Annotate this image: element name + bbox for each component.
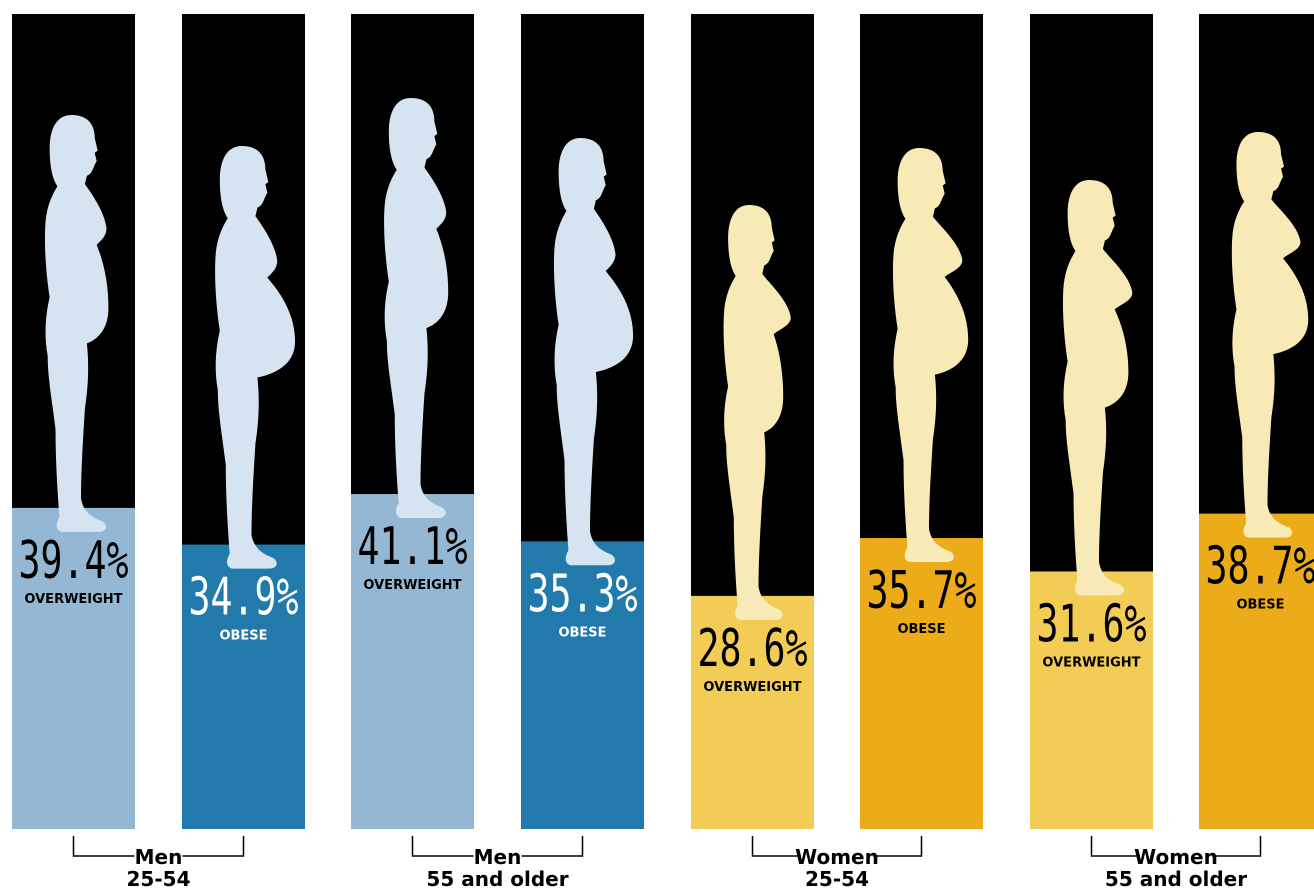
figure-silhouette <box>44 115 109 532</box>
bar-column: 31.6%OVERWEIGHT <box>1030 14 1153 829</box>
group-bracket-left <box>1090 836 1140 857</box>
figure-icon <box>553 138 634 566</box>
bar-column: 34.9%OBESE <box>182 14 305 829</box>
data-label-value: 31.6% <box>1037 594 1147 654</box>
figure-icon <box>1231 132 1309 538</box>
figure-icon <box>1062 180 1133 596</box>
data-label-category: OVERWEIGHT <box>24 592 122 607</box>
group-label-line1: Women <box>1134 845 1218 869</box>
bar <box>691 595 814 829</box>
group-label-line2: 55 and older <box>426 867 568 889</box>
figure-icon <box>215 146 296 569</box>
bar <box>1199 513 1314 829</box>
bar-column: 38.7%OBESE <box>1199 14 1314 829</box>
data-label-category: OVERWEIGHT <box>703 680 801 695</box>
data-label-category: OBESE <box>558 625 606 640</box>
data-label-value: 41.1% <box>358 517 468 577</box>
group-bracket-left <box>72 836 135 857</box>
data-label-category: OBESE <box>897 622 945 637</box>
data-label-category: OVERWEIGHT <box>1042 655 1140 670</box>
figure-silhouette <box>1231 132 1309 538</box>
data-label-category: OBESE <box>219 629 267 644</box>
bar-column: 39.4%OVERWEIGHT <box>12 14 135 829</box>
bar <box>1030 571 1153 829</box>
bar-column: 35.7%OBESE <box>860 14 983 829</box>
figure-icon <box>44 115 109 532</box>
bar <box>521 541 644 829</box>
group-label-line1: Men <box>135 845 183 869</box>
group-label-line2: 25-54 <box>805 867 869 889</box>
group-bracket-right <box>1212 836 1262 857</box>
group-bracket-left <box>411 836 474 857</box>
figure-icon <box>723 205 791 620</box>
data-label-category: OBESE <box>1236 598 1284 613</box>
group-label-line2: 55 and older <box>1105 867 1247 889</box>
figure-silhouette <box>384 98 449 519</box>
bar-column: 35.3%OBESE <box>521 14 644 829</box>
figure-silhouette <box>215 146 296 569</box>
group-bracket-right <box>873 836 923 857</box>
bar-column: 28.6%OVERWEIGHT <box>691 14 814 829</box>
data-label-value: 38.7% <box>1206 537 1314 597</box>
bar <box>12 507 135 829</box>
data-label-value: 34.9% <box>189 568 299 628</box>
bar <box>351 494 474 829</box>
group-bracket-right <box>521 836 584 857</box>
figure-icon <box>384 98 449 519</box>
group-bracket-right <box>182 836 245 857</box>
group-label-line1: Men <box>474 845 522 869</box>
group-label-line1: Women <box>795 845 879 869</box>
data-label-value: 28.6% <box>698 619 808 679</box>
bar <box>182 544 305 829</box>
data-label-value: 35.3% <box>528 564 638 624</box>
data-label-category: OVERWEIGHT <box>363 578 461 593</box>
bar-column: 41.1%OVERWEIGHT <box>351 14 474 829</box>
data-label-value: 35.7% <box>867 561 977 621</box>
group-bracket-left <box>751 836 801 857</box>
figure-silhouette <box>1062 180 1133 596</box>
figure-icon <box>892 148 969 563</box>
figure-silhouette <box>892 148 969 563</box>
figure-silhouette <box>723 205 791 620</box>
bar <box>860 538 983 829</box>
figure-silhouette <box>553 138 634 566</box>
data-label-value: 39.4% <box>19 531 129 591</box>
group-label-line2: 25-54 <box>127 867 191 889</box>
